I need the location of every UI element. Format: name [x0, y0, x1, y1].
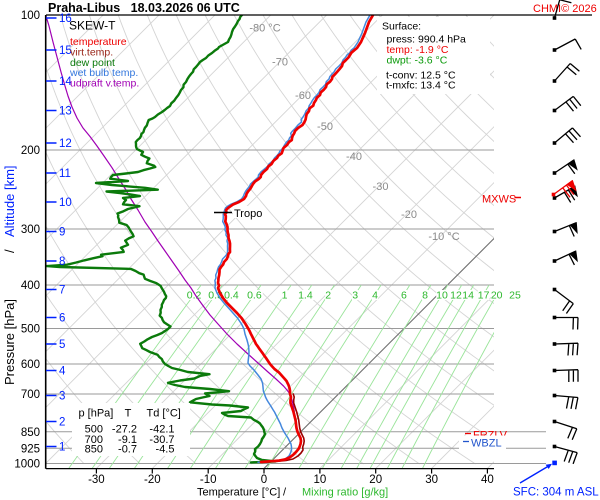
svg-text:temperature: temperature: [70, 36, 127, 48]
svg-text:SFC: 304 m ASL: SFC: 304 m ASL: [513, 487, 599, 499]
svg-text:25: 25: [509, 290, 521, 302]
svg-text:20: 20: [491, 290, 503, 302]
svg-text:-70: -70: [272, 57, 288, 69]
svg-text:850: 850: [21, 427, 40, 439]
svg-text:dwpt: -3.6 °C: dwpt: -3.6 °C: [387, 55, 448, 67]
svg-text:4: 4: [372, 290, 378, 302]
svg-text:400: 400: [21, 280, 40, 292]
svg-text:Altitude [km]: Altitude [km]: [2, 165, 17, 237]
svg-text:30: 30: [425, 474, 438, 486]
svg-text:300: 300: [21, 224, 40, 236]
svg-text:-9.1: -9.1: [118, 434, 137, 446]
svg-text:850: 850: [85, 444, 103, 456]
svg-text:3: 3: [352, 290, 358, 302]
svg-text:2: 2: [325, 290, 331, 302]
svg-text:4: 4: [59, 366, 66, 378]
svg-text:7: 7: [59, 285, 65, 297]
svg-text:6: 6: [59, 313, 65, 325]
svg-text:T: T: [125, 408, 132, 420]
svg-text:14: 14: [59, 76, 72, 88]
svg-text:16: 16: [59, 13, 72, 25]
svg-text:CHMI© 2026: CHMI© 2026: [533, 3, 597, 15]
svg-text:8: 8: [59, 256, 65, 268]
svg-text:-60: -60: [295, 90, 311, 102]
svg-text:12: 12: [59, 138, 72, 150]
svg-text:p [hPa]: p [hPa]: [79, 408, 114, 420]
svg-text:Praha-Libus 18.03.2026 06 UT: Praha-Libus 18.03.2026 06 UTC: [48, 1, 240, 15]
svg-text:1: 1: [59, 442, 65, 454]
svg-text:17: 17: [478, 290, 490, 302]
svg-text:700: 700: [21, 389, 40, 401]
svg-text:MXWS: MXWS: [482, 194, 516, 206]
svg-text:WBZL: WBZL: [471, 438, 502, 450]
svg-text:Temperature [°C]: Temperature [°C]: [197, 487, 280, 499]
svg-text:100: 100: [21, 10, 40, 22]
svg-text:9: 9: [59, 227, 65, 239]
svg-text:-20: -20: [401, 209, 417, 221]
svg-text:0.4: 0.4: [224, 290, 239, 302]
svg-text:-4.5: -4.5: [156, 444, 175, 456]
svg-text:-10 °C: -10 °C: [428, 231, 459, 243]
svg-text:Surface:: Surface:: [382, 21, 421, 33]
svg-text:15: 15: [59, 45, 72, 57]
svg-text:-40: -40: [346, 151, 362, 163]
svg-text:udpraft v.temp.: udpraft v.temp.: [70, 78, 139, 90]
svg-text:2: 2: [59, 417, 65, 429]
svg-text:8: 8: [422, 290, 428, 302]
svg-text:-30.7: -30.7: [149, 434, 174, 446]
svg-text:13: 13: [59, 106, 72, 118]
svg-text:-10: -10: [200, 474, 217, 486]
svg-text:t-mxfc: 13.4 °C: t-mxfc: 13.4 °C: [386, 80, 456, 92]
svg-text:Tropo: Tropo: [234, 208, 262, 220]
svg-text:200: 200: [21, 145, 40, 157]
svg-text:14: 14: [462, 290, 474, 302]
svg-text:0: 0: [261, 474, 267, 486]
svg-text:1000: 1000: [14, 459, 40, 471]
svg-text:1: 1: [282, 290, 288, 302]
svg-text:wet bulb temp.: wet bulb temp.: [69, 67, 138, 79]
svg-text:10: 10: [59, 197, 72, 209]
svg-text:10: 10: [314, 474, 327, 486]
svg-text:Mixing ratio [g/kg]: Mixing ratio [g/kg]: [302, 487, 388, 499]
svg-text:-0.7: -0.7: [118, 444, 137, 456]
svg-text:-30: -30: [88, 474, 105, 486]
svg-text:press: 990.4 hPa: press: 990.4 hPa: [387, 34, 467, 46]
svg-text:12: 12: [450, 290, 462, 302]
svg-text:500: 500: [21, 324, 40, 336]
svg-text:925: 925: [21, 443, 40, 455]
svg-text:11: 11: [59, 168, 71, 180]
svg-text:0.6: 0.6: [247, 290, 262, 302]
svg-text:-20: -20: [144, 474, 161, 486]
svg-text:dew point: dew point: [70, 57, 115, 69]
svg-text:10: 10: [436, 290, 448, 302]
svg-text:6: 6: [401, 290, 407, 302]
svg-text:40: 40: [481, 474, 494, 486]
svg-text:t-conv: 12.5 °C: t-conv: 12.5 °C: [386, 70, 456, 82]
svg-text:-30: -30: [373, 181, 389, 193]
svg-text:20: 20: [369, 474, 382, 486]
svg-text:3: 3: [59, 391, 65, 403]
svg-text:-80 °C: -80 °C: [249, 23, 280, 35]
svg-text:500: 500: [85, 424, 103, 436]
svg-text:5: 5: [59, 339, 65, 351]
svg-text:SKEW-T: SKEW-T: [69, 19, 116, 33]
svg-text:600: 600: [21, 359, 40, 371]
svg-text:1.4: 1.4: [298, 290, 313, 302]
svg-text:Pressure [hPa]: Pressure [hPa]: [2, 299, 17, 385]
svg-text:-50: -50: [317, 121, 333, 133]
svg-text:-27.2: -27.2: [112, 424, 137, 436]
svg-text:temp: -1.9 °C: temp: -1.9 °C: [387, 44, 449, 56]
svg-text:-42.1: -42.1: [149, 424, 174, 436]
svg-text:Td [°C]: Td [°C]: [147, 408, 181, 420]
svg-text:700: 700: [85, 434, 103, 446]
svg-text:/: /: [283, 487, 287, 499]
svg-text:/: /: [2, 249, 17, 253]
svg-text:virt.temp.: virt.temp.: [70, 46, 113, 58]
